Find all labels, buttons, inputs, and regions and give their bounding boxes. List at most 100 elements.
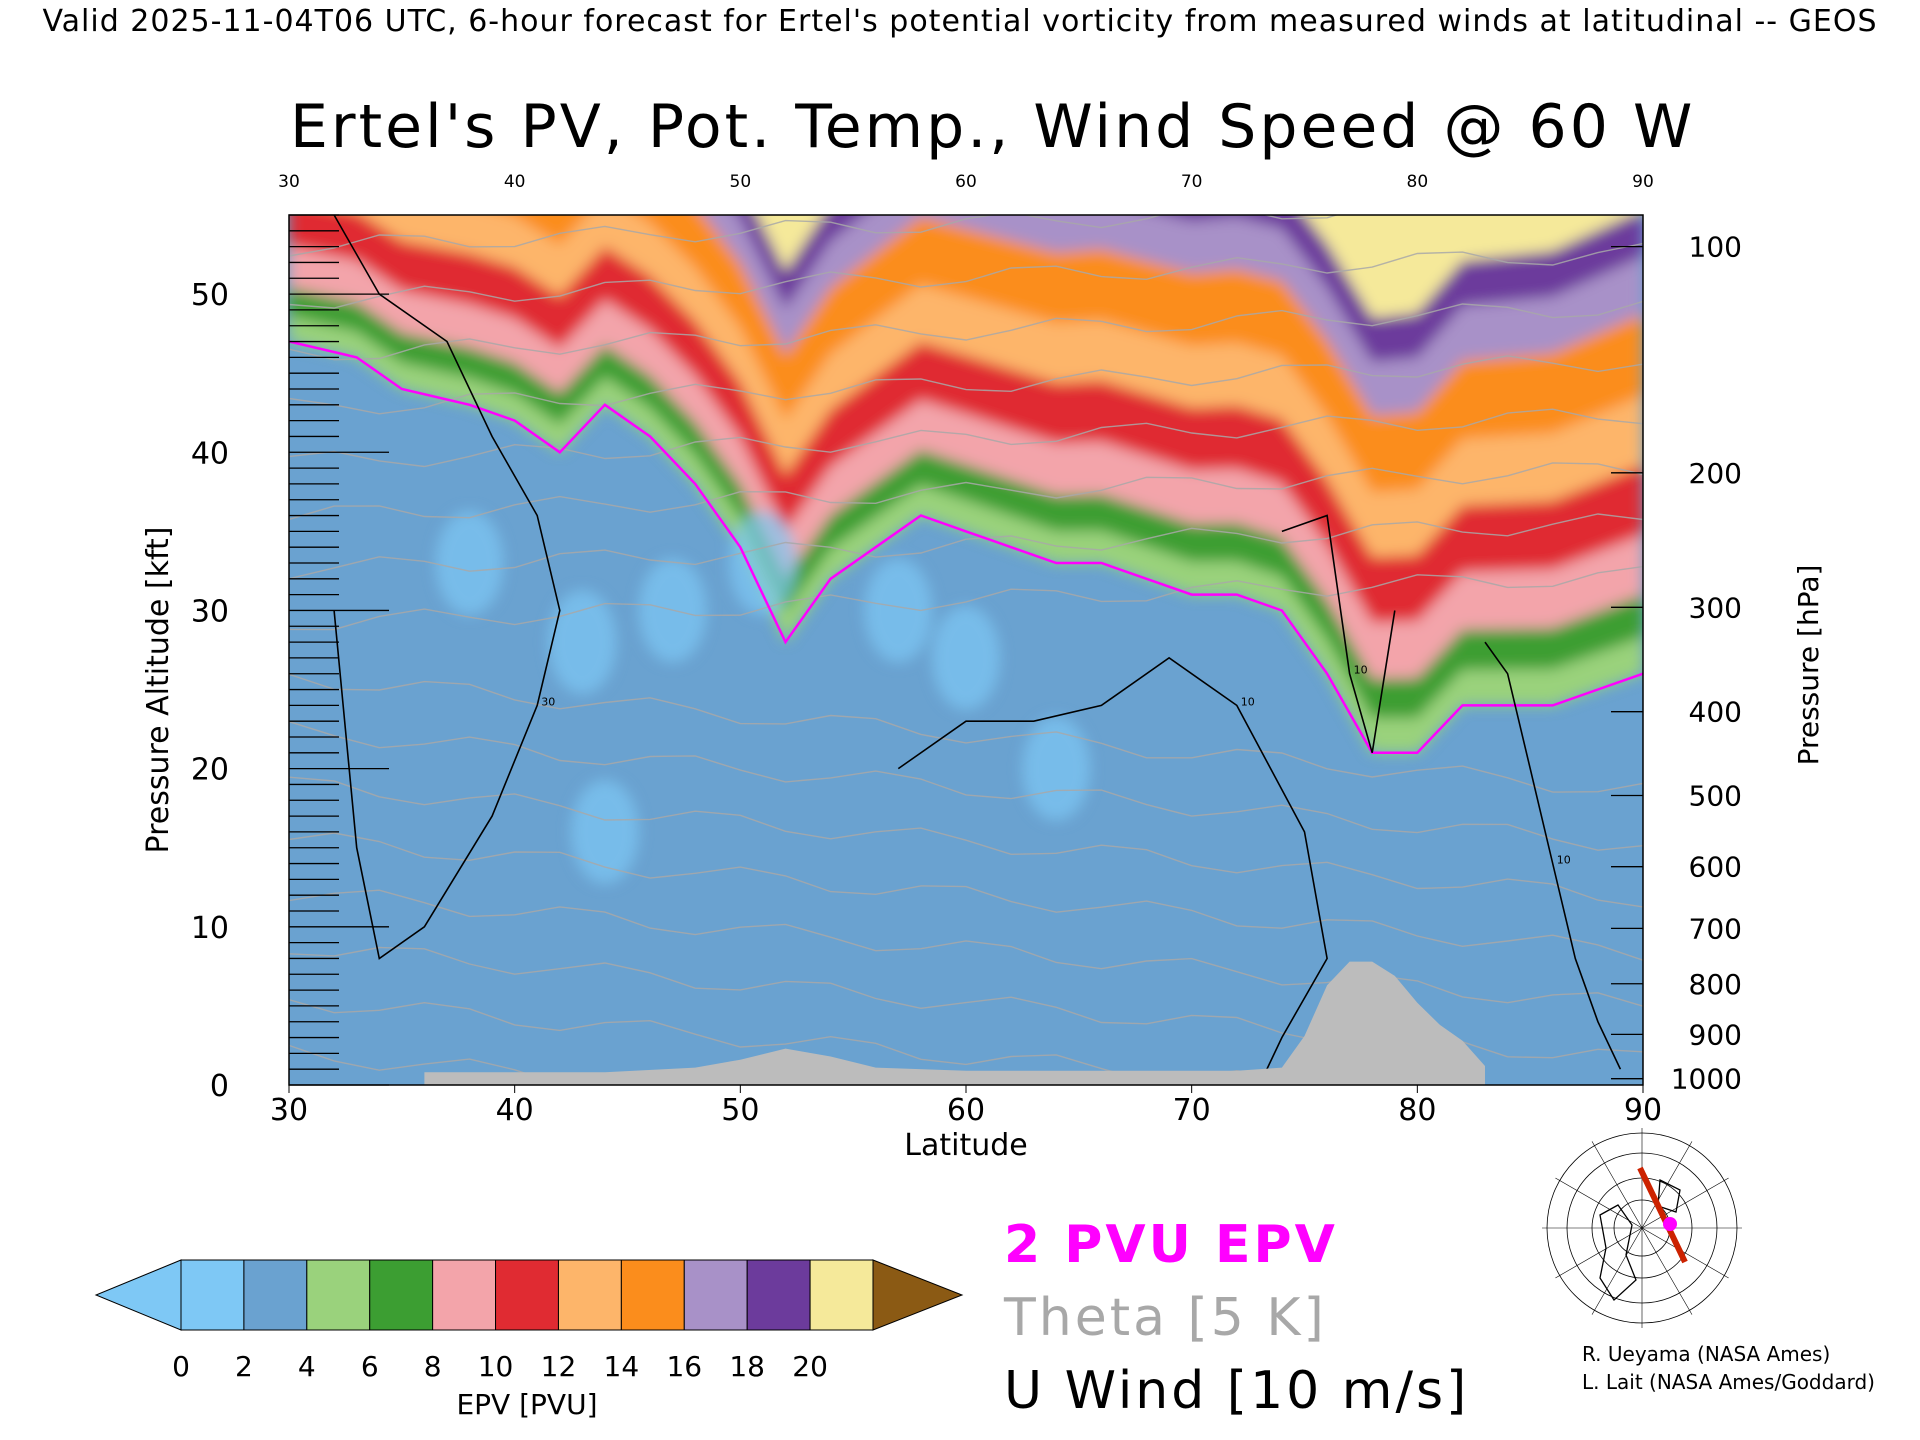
y-tick-label: 50 (191, 278, 229, 313)
colorbar-tick-label: 8 (424, 1350, 442, 1383)
map-coastline (1599, 1178, 1681, 1302)
x-tick-label: 80 (1398, 1093, 1436, 1128)
low-pv-pocket (435, 511, 504, 615)
x-top-tick-label: 90 (1632, 172, 1654, 192)
chart-title: Ertel's PV, Pot. Temp., Wind Speed @ 60 … (290, 92, 1696, 162)
map-cross-section-track (1637, 1166, 1688, 1264)
legend-theta-label: Theta [5 K] (1004, 1288, 1327, 1348)
legend-uwind-label: U Wind [10 m/s] (1004, 1361, 1470, 1421)
uwind-contour-label: 30 (541, 695, 555, 708)
colorbar-tick-label: 18 (729, 1350, 765, 1383)
y-tick-label: 20 (191, 753, 229, 788)
pressure-tick-label: 700 (1689, 912, 1742, 945)
colorbar-tick-label: 4 (298, 1350, 316, 1383)
colorbar-segment (306, 1259, 371, 1331)
uwind-contour-label: 10 (1557, 854, 1571, 867)
colorbar-tick-label: 16 (666, 1350, 702, 1383)
theta-contour-line (289, 889, 1643, 1007)
colorbar-segment (243, 1259, 308, 1331)
low-pv-pocket (1022, 716, 1091, 821)
colorbar-segment (180, 1259, 245, 1331)
colorbar-segment (432, 1259, 497, 1331)
theta-contour-line (289, 513, 1643, 580)
colorbar-segment (809, 1259, 874, 1331)
colorbar-tick-label: 6 (361, 1350, 379, 1383)
theta-contour-line (289, 355, 1643, 415)
theta-contour-line (289, 462, 1643, 521)
x-top-tick-label: 80 (1407, 172, 1429, 192)
uwind-contours: 30 10 10 10 (333, 215, 1622, 1085)
low-pv-pocket (570, 779, 639, 884)
x-tick-label: 70 (1173, 1093, 1211, 1128)
colorbar-segment (746, 1259, 811, 1331)
valid-time-header: Valid 2025-11-04T06 UTC, 6-hour forecast… (42, 4, 1878, 39)
pressure-tick-label: 800 (1689, 968, 1742, 1001)
legend-2pvu-label: 2 PVU EPV (1004, 1215, 1338, 1275)
epv-field (289, 215, 1643, 884)
colorbar-tick-label: 2 (235, 1350, 253, 1383)
map-location-marker (1663, 1217, 1677, 1231)
low-pv-pocket (864, 558, 933, 663)
pressure-tick-label: 400 (1689, 696, 1742, 729)
x-top-tick-label: 40 (504, 172, 526, 192)
uwind-contour-label: 10 (1241, 695, 1255, 708)
theta-contour-line (289, 565, 1643, 631)
pressure-tick-label: 500 (1689, 780, 1742, 813)
plot-area: 30 10 10 10 (289, 215, 1643, 1085)
theta-contour-line (289, 1044, 713, 1085)
theta-contour-line (289, 300, 1643, 361)
colorbar-segment (683, 1259, 748, 1331)
map-meridian (1641, 1177, 1729, 1229)
pressure-tick-label: 200 (1689, 457, 1742, 490)
colorbar-segment (369, 1259, 434, 1331)
pressure-tick-label: 1000 (1671, 1063, 1742, 1096)
uwind-contour-label: 10 (1354, 664, 1368, 677)
y-tick-label: 0 (210, 1069, 229, 1104)
uwind-contour-line (333, 215, 561, 960)
x-top-tick-label: 70 (1181, 172, 1203, 192)
low-pv-pocket (932, 605, 1000, 710)
tropopause-2pvu-line (289, 340, 1643, 755)
theta-contour-line (289, 215, 1339, 257)
pressure-tick-label: 300 (1689, 591, 1742, 624)
map-meridian (1641, 1227, 1729, 1279)
x-tick-label: 50 (721, 1093, 759, 1128)
theta-contour-line (289, 242, 1643, 309)
colorbar-tick-label: 14 (604, 1350, 640, 1383)
colorbar-tick-label: 0 (172, 1350, 190, 1383)
map-meridian (1591, 1141, 1643, 1229)
credit-line-1: R. Ueyama (NASA Ames) (1582, 1342, 1831, 1366)
colorbar-segment (557, 1259, 622, 1331)
topography (424, 961, 1485, 1085)
colorbar-tick-label: 10 (478, 1350, 514, 1383)
y-tick-label: 40 (191, 436, 229, 471)
uwind-contour-line (1281, 514, 1396, 754)
credit-line-2: L. Lait (NASA Ames/Goddard) (1582, 1370, 1875, 1394)
pressure-axis-label: Pressure [hPa] (1792, 565, 1825, 766)
colorbar-segment (620, 1259, 685, 1331)
x-tick-label: 90 (1624, 1093, 1662, 1128)
pressure-tick-label: 600 (1689, 851, 1742, 884)
y-tick-label: 30 (191, 594, 229, 629)
colorbar-tick-label: 20 (792, 1350, 828, 1383)
uwind-contour-line (897, 656, 1328, 1085)
x-axis-label: Latitude (904, 1128, 1027, 1163)
x-tick-label: 30 (270, 1093, 308, 1128)
theta-contour-line (289, 999, 1305, 1085)
pressure-tick-label: 900 (1689, 1018, 1742, 1051)
theta-contour-line (289, 408, 1643, 468)
colorbar-under-arrow (94, 1259, 182, 1331)
pressure-tick-label: 100 (1689, 231, 1742, 264)
map-meridian (1641, 1227, 1693, 1315)
x-top-tick-label: 30 (278, 172, 300, 192)
low-pv-pocket (728, 511, 797, 615)
theta-contour-line (289, 776, 1643, 908)
x-top-tick-label: 50 (730, 172, 752, 192)
map-meridian (1641, 1141, 1693, 1229)
theta-contour-line (289, 832, 1643, 961)
theta-contour-line (289, 720, 1643, 851)
theta-contour-line (289, 673, 1643, 793)
map-meridian (1591, 1227, 1643, 1315)
